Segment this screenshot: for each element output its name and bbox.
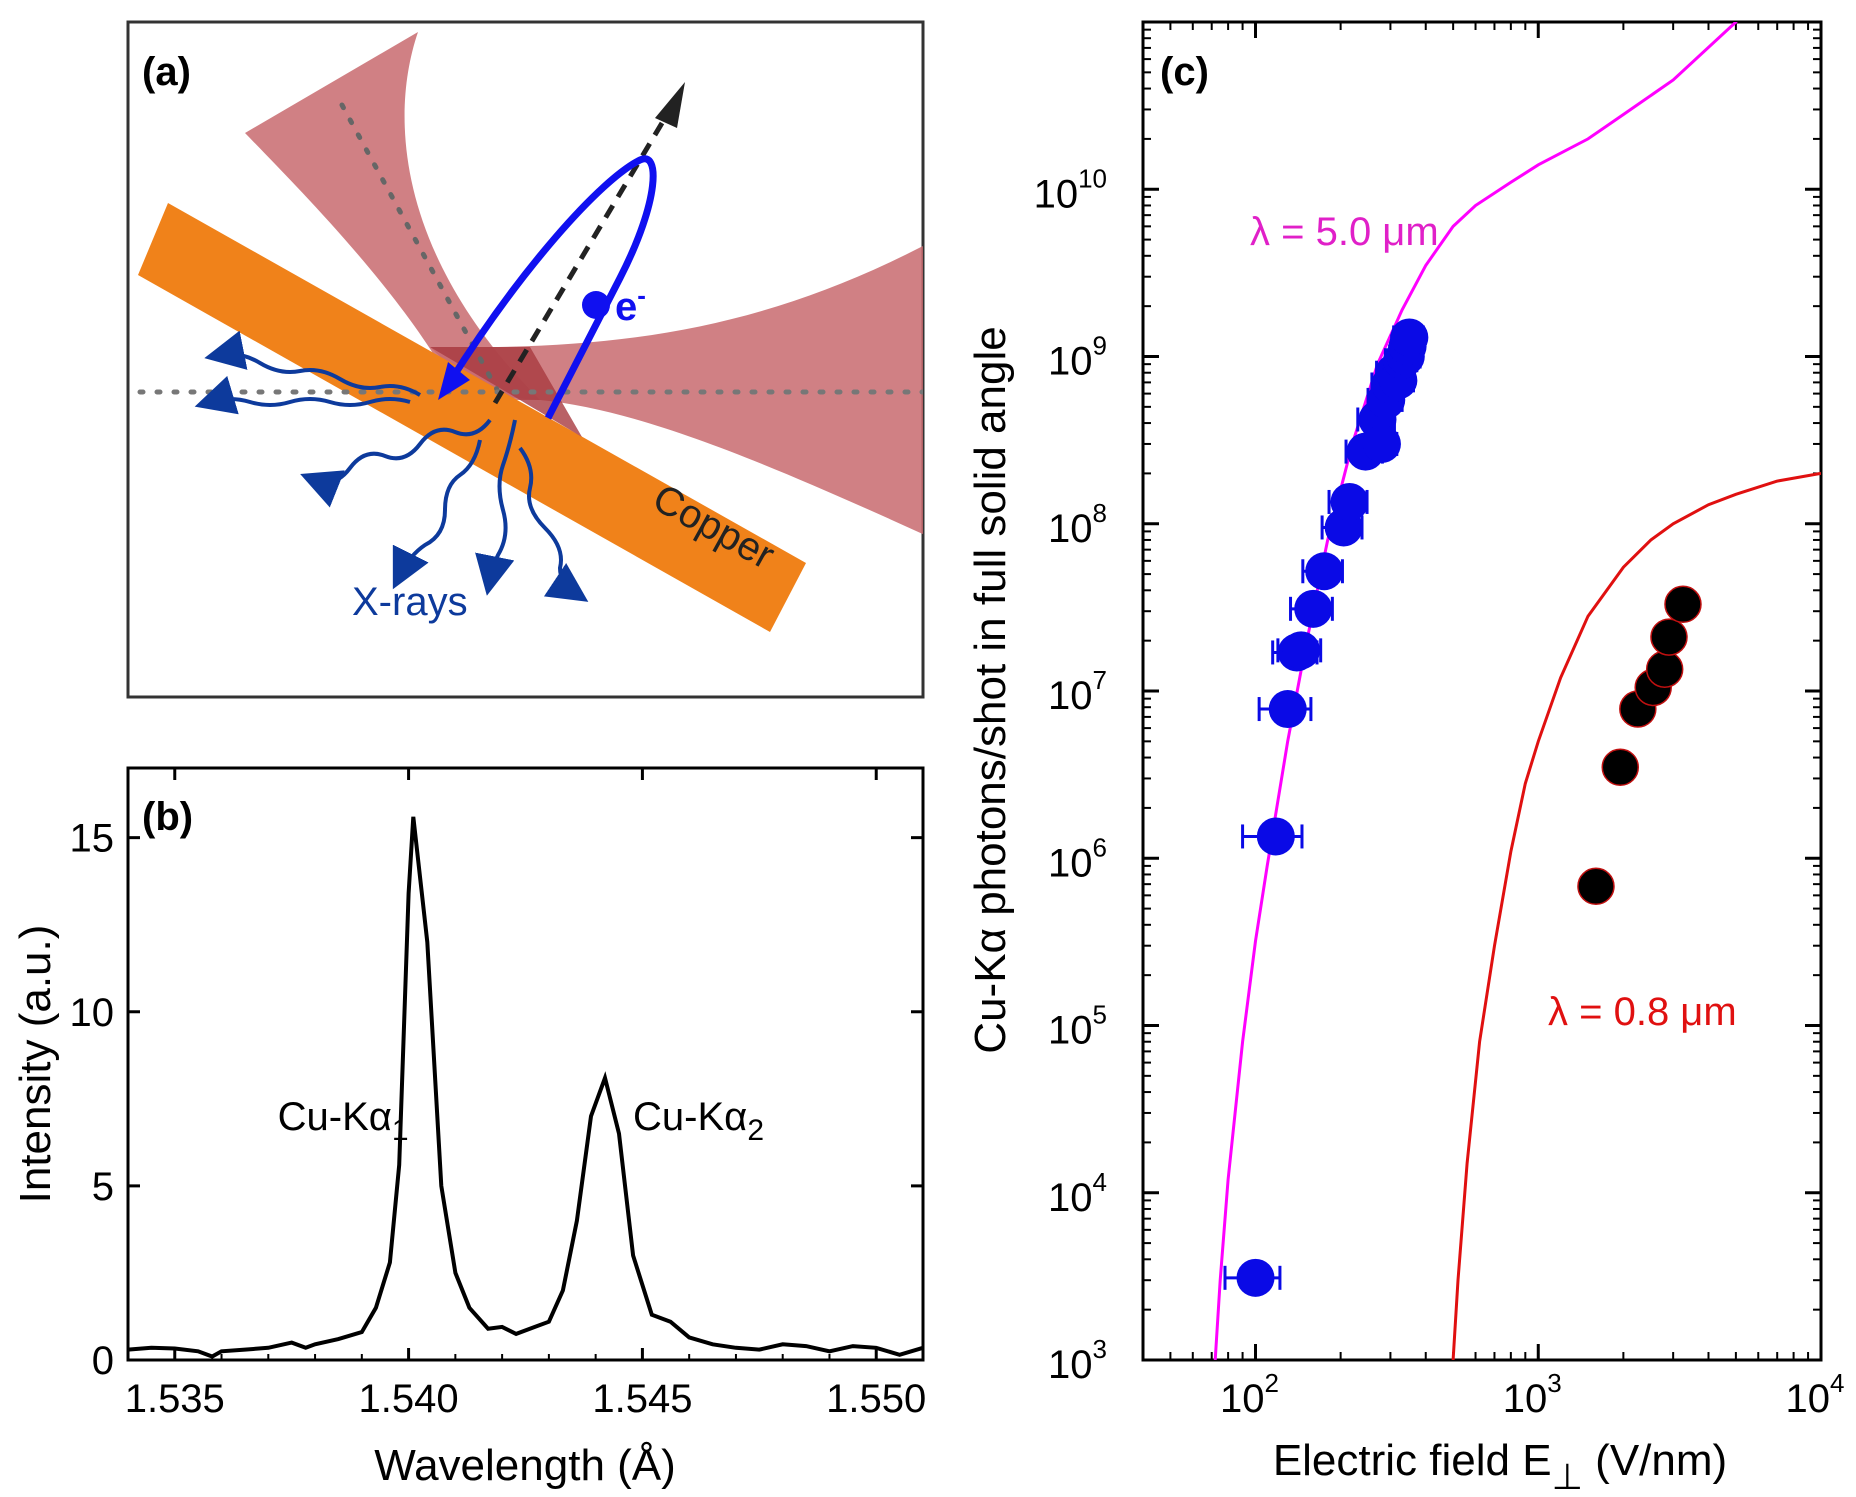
data-point-5um [1294,589,1333,628]
x-tick-label: 1.540 [359,1377,459,1421]
y-tick-label: 5 [92,1165,114,1209]
curve-5um [1213,22,1738,1360]
y-tick-label: 106 [1048,832,1107,885]
laser-beam-vertical [245,32,540,400]
panel-b-x-axis-label: Wavelength (Å) [374,1441,676,1490]
data-point-0-8um [1577,867,1615,906]
data-point-0-8um [1664,585,1702,624]
data-point-5um [1330,482,1369,521]
panel-c-x-axis-label: Electric field E⊥ (V/nm) [1273,1436,1727,1497]
x-tick-label: 104 [1786,1368,1845,1421]
data-point-5um [1256,817,1295,856]
panel-b-y-ticks: 0 5 10 15 [70,817,923,1383]
data-point-5um [1236,1258,1275,1297]
curve-0-8um [1451,471,1821,1360]
y-tick-label: 15 [70,817,115,861]
y-tick-label: 1010 [1034,163,1107,216]
panel-b-label: (b) [142,795,193,839]
panel-b-chart: 1.535 1.540 1.545 1.550 0 5 10 15 (b) Cu-Kα1 C… [11,766,926,1490]
panel-b-y-axis-label: Intensity (a.u.) [11,925,60,1204]
data-points-5um [1223,318,1429,1297]
xray-arrows [194,330,589,602]
xray-label: X-rays [352,580,468,624]
panel-a-schematic: (a) e- X-rays Copper [126,20,925,699]
data-point-5um [1268,690,1307,729]
panel-b-plot-frame [126,766,925,1362]
panel-c-plot-frame [1141,20,1823,1362]
data-point-5um [1390,318,1429,357]
annotation-5um: λ = 5.0 μm [1250,210,1439,254]
panel-c-y-ticks: 103 104 105 106 107 108 109 1010 [1034,28,1821,1387]
cu-ka2-label: Cu-Kα2 [633,1095,764,1147]
x-tick-label: 102 [1220,1368,1279,1421]
cu-ka1-label: Cu-Kα1 [278,1095,409,1147]
copper-target [138,203,806,632]
electron-trajectory [445,155,657,420]
spectrum-line [127,816,924,1359]
x-tick-label: 1.550 [826,1377,926,1421]
y-tick-label: 104 [1048,1167,1107,1220]
panel-b-x-ticks: 1.535 1.540 1.545 1.550 [125,768,926,1421]
electron-dot [582,291,610,319]
data-point-5um [1282,631,1321,670]
electron-arrow-head [655,82,685,128]
data-points-0-8um [1577,585,1702,906]
electron-label: e- [615,280,646,329]
panel-a-label: (a) [142,50,191,94]
data-point-0-8um [1601,748,1640,787]
y-tick-label: 10 [70,991,115,1035]
y-tick-label: 105 [1048,1000,1107,1053]
y-tick-label: 108 [1048,498,1107,551]
y-tick-label: 0 [92,1339,114,1383]
y-tick-label: 103 [1048,1334,1107,1387]
panel-c-x-ticks: 102 103 104 [1142,22,1845,1421]
electron-return-arrow-head [438,362,470,400]
laser-beam-horizontal [430,246,923,535]
x-tick-label: 1.545 [592,1377,692,1421]
panel-c-y-axis-label: Cu-Kα photons/shot in full solid angle [966,326,1015,1053]
data-point-5um [1362,424,1401,463]
data-point-0-8um [1650,618,1688,656]
data-point-0-8um [1645,650,1684,688]
y-tick-label: 109 [1048,331,1107,384]
x-tick-label: 103 [1503,1368,1562,1421]
data-point-5um [1305,552,1344,591]
y-tick-label: 107 [1048,665,1107,718]
x-tick-label: 1.535 [125,1377,225,1421]
panel-c-label: (c) [1160,50,1209,94]
annotation-0-8um: λ = 0.8 μm [1548,990,1737,1034]
